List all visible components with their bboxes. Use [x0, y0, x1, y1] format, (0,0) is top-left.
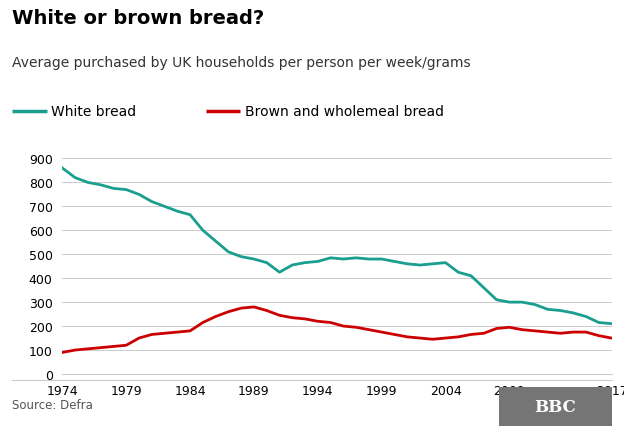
Text: White or brown bread?: White or brown bread?	[12, 9, 265, 28]
Text: BBC: BBC	[535, 398, 576, 415]
Text: Brown and wholemeal bread: Brown and wholemeal bread	[245, 105, 444, 119]
Text: Average purchased by UK households per person per week/grams: Average purchased by UK households per p…	[12, 56, 471, 70]
Text: White bread: White bread	[51, 105, 136, 119]
Text: Source: Defra: Source: Defra	[12, 398, 94, 411]
